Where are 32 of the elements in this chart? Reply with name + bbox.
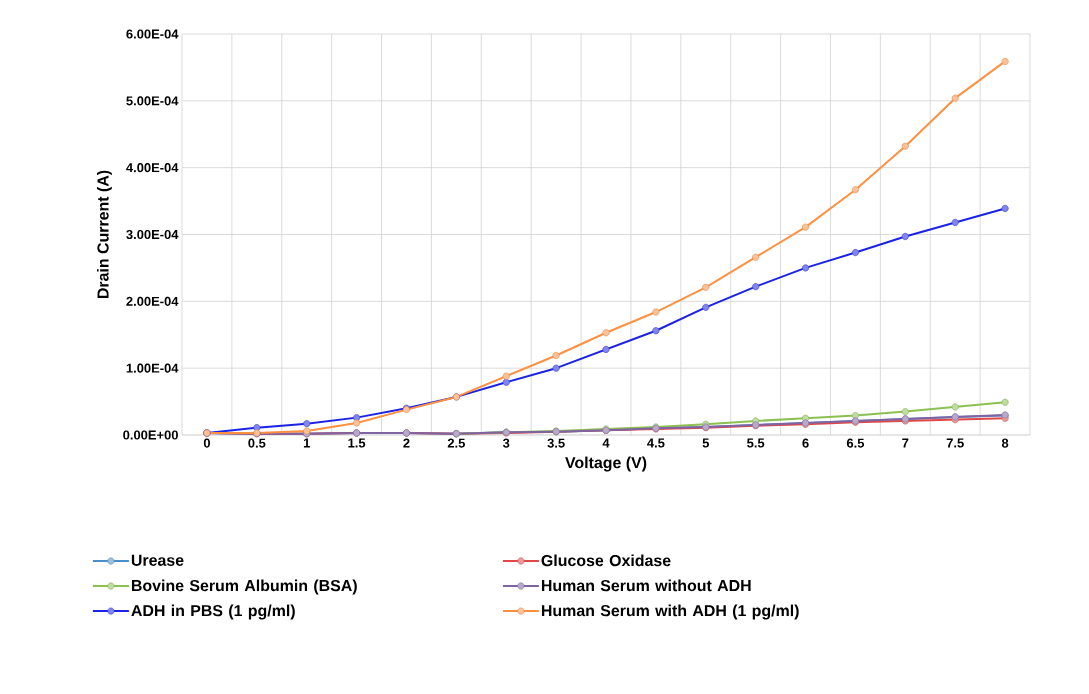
legend-label: ADH in PBS (1 pg/ml) [131,604,295,620]
y-tick-label: 2.00E-04 [126,296,179,306]
x-tick-label: 4 [602,438,610,448]
x-tick-label: 3 [502,438,510,448]
legend-label: Urease [131,554,184,566]
legend-label: Glucose Oxidase [541,554,671,567]
y-tick-label: 3.00E-04 [126,229,179,240]
x-tick-label: 5.5 [747,438,765,448]
x-tick-label: 7.5 [946,438,964,448]
x-tick-label: 1 [303,438,310,448]
x-tick-label: 3.5 [547,438,565,448]
legend-label: Human Serum with ADH (1 pg/ml) [541,604,799,620]
legend-label: Bovine Serum Albumin (BSA) [131,579,357,595]
x-tick-label: 5 [702,438,710,448]
x-tick-label: 6 [802,438,809,448]
x-tick-label: 2.5 [447,438,465,448]
x-tick-label: 0 [203,438,211,448]
y-axis-title: Drain Current (A) [96,170,112,299]
x-tick-label: 7 [902,438,909,448]
y-tick-label: 5.00E-04 [126,96,179,106]
x-tick-label: 0.5 [248,438,266,448]
x-axis-title: Voltage (V) [565,456,647,472]
x-tick-label: 6.5 [846,438,865,448]
x-tick-label: 2 [403,438,410,448]
x-tick-label: 1.5 [348,438,366,448]
y-tick-label: 4.00E-04 [126,163,179,173]
x-tick-label: 4.5 [647,438,665,448]
x-tick-label: 8 [1001,438,1009,448]
legend-label: Human Serum without ADH [541,579,751,592]
y-tick-label: 6.00E-04 [126,29,179,39]
y-tick-label: 1.00E-04 [126,363,179,373]
y-tick-label: 0.00E+00 [123,430,178,440]
